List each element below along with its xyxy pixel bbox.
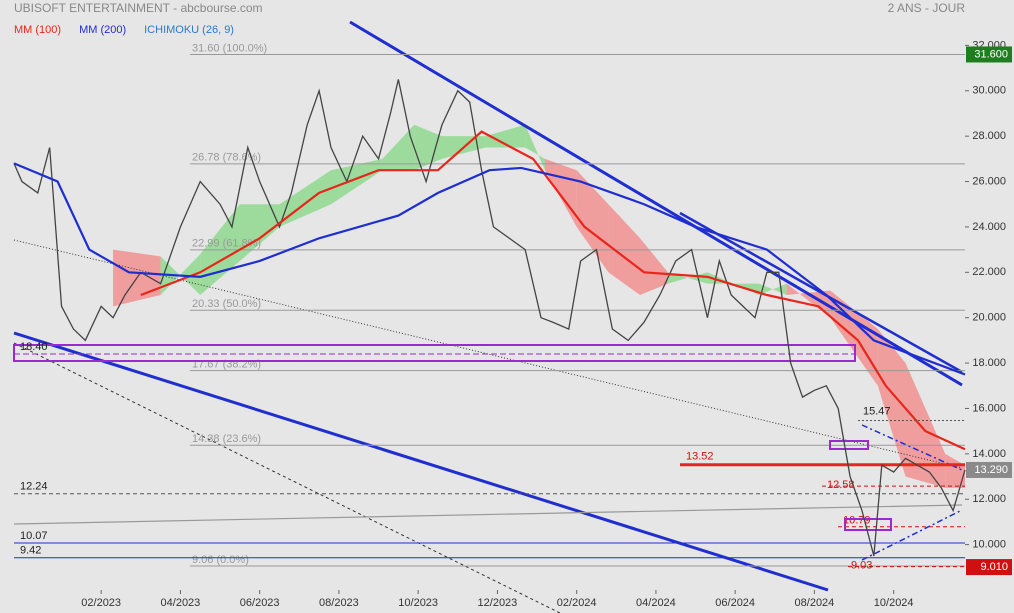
- level-label: 13.52: [686, 451, 714, 463]
- y-tick-label: 22.000: [972, 266, 1006, 278]
- level-zone: [13, 344, 856, 362]
- price-line: [13, 79, 966, 557]
- level-label: 12.58: [827, 479, 855, 491]
- x-tick-label: 04/2023: [161, 597, 201, 609]
- moving-average: [13, 162, 966, 376]
- x-tick-label: 02/2023: [81, 597, 121, 609]
- ichimoku-cloud: [945, 453, 965, 488]
- ichimoku-cloud: [331, 158, 383, 205]
- y-tick-label: 12.000: [972, 493, 1006, 505]
- level-label: 12.24: [20, 481, 48, 493]
- fib-label: 20.33 (50.0%): [192, 298, 261, 310]
- ichimoku-cloud: [485, 124, 526, 148]
- ichimoku-cloud: [525, 124, 545, 171]
- y-tick-label: 24.000: [972, 221, 1006, 233]
- ichimoku-cloud: [382, 124, 415, 171]
- price-tag: [966, 559, 1012, 576]
- fib-label: 31.60 (100.0%): [192, 42, 267, 54]
- legend-entry: MM (100): [14, 24, 61, 36]
- price-tag: [966, 461, 1012, 478]
- price-tag-label: 13.290: [974, 464, 1008, 476]
- level-label: 10.79: [843, 515, 871, 527]
- chart-title: UBISOFT ENTERTAINMENT - abcbourse.com: [14, 1, 263, 15]
- y-tick-label: 14.000: [972, 448, 1006, 460]
- y-tick-label: 28.000: [972, 130, 1006, 142]
- moving-average: [140, 130, 966, 451]
- x-tick-label: 06/2024: [715, 597, 755, 609]
- ichimoku-cloud: [758, 283, 787, 295]
- ichimoku-cloud: [239, 204, 280, 261]
- price-tag-label: 9.010: [980, 561, 1008, 573]
- level-label: 15.47: [863, 405, 891, 417]
- price-tag-label: 31.600: [974, 48, 1008, 60]
- ichimoku-cloud: [640, 238, 668, 295]
- fib-label: 14.38 (23.6%): [192, 433, 261, 445]
- x-tick-label: 08/2024: [795, 597, 835, 609]
- fib-label: 26.78 (78.6%): [192, 152, 261, 164]
- ichimoku-cloud: [544, 158, 577, 227]
- level-label: 9.03: [851, 560, 872, 572]
- y-tick-label: 30.000: [972, 85, 1006, 97]
- x-tick-label: 12/2023: [478, 597, 518, 609]
- level-label: 18.40: [20, 341, 48, 353]
- ichimoku-cloud: [576, 170, 609, 273]
- zone-box: [829, 440, 869, 450]
- x-tick-label: 08/2023: [319, 597, 359, 609]
- period: 2 ANS - JOUR: [888, 1, 966, 15]
- x-tick-label: 06/2023: [240, 597, 280, 609]
- level-label: 9.42: [20, 545, 41, 557]
- fib-label: 9.06 (0.0%): [192, 554, 249, 566]
- legend-entry: MM (200): [79, 24, 126, 36]
- y-tick-label: 18.000: [972, 357, 1006, 369]
- level-label: 10.07: [20, 530, 48, 542]
- y-tick-label: 10.000: [972, 539, 1006, 551]
- y-tick-label: 16.000: [972, 402, 1006, 414]
- zone-box: [844, 518, 892, 531]
- trend-lines: [13, 20, 963, 613]
- x-tick-label: 10/2023: [398, 597, 438, 609]
- ichimoku-cloud: [414, 124, 442, 171]
- x-tick-label: 02/2024: [557, 597, 597, 609]
- legend-entry: ICHIMOKU (26, 9): [144, 24, 234, 36]
- price-tag: [966, 46, 1012, 63]
- y-tick-label: 20.000: [972, 312, 1006, 324]
- ichimoku-cloud: [877, 329, 906, 477]
- x-tick-label: 10/2024: [874, 597, 914, 609]
- x-tick-label: 04/2024: [636, 597, 676, 609]
- y-tick-label: 26.000: [972, 175, 1006, 187]
